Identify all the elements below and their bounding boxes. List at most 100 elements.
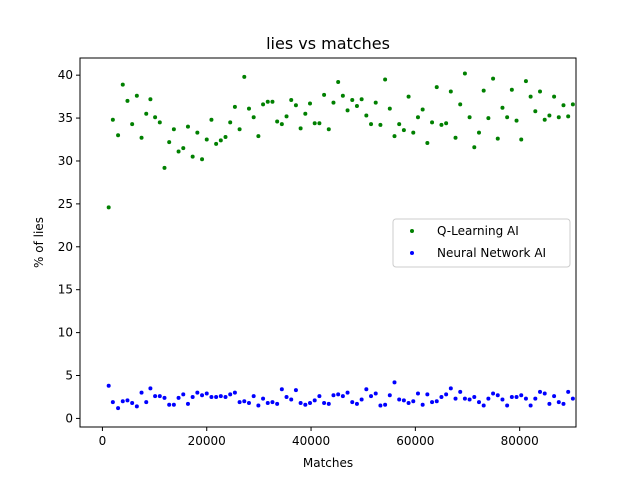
legend-label-q-learning: Q-Learning AI [437,224,519,238]
data-point [387,106,392,111]
data-point [467,397,472,402]
data-point [566,389,571,394]
data-point [110,117,115,122]
data-point [162,395,167,400]
y-tick-label: 15 [58,283,73,297]
y-tick-label: 30 [58,154,73,168]
data-point [486,116,491,121]
data-point [401,398,406,403]
data-point [552,94,557,99]
data-point [153,394,158,399]
data-point [453,396,458,401]
data-point [401,128,406,133]
data-point [195,130,200,135]
data-point [275,401,280,406]
data-point [204,391,209,396]
data-point [261,102,266,107]
data-point [514,118,519,123]
data-point [406,400,411,405]
data-point [514,394,519,399]
data-point [444,121,449,126]
data-point [130,400,135,405]
data-point [120,82,125,87]
data-point [190,394,195,399]
data-point [157,394,162,399]
data-point [354,401,359,406]
data-point [378,403,383,408]
data-point [439,394,444,399]
y-tick-label: 40 [58,68,73,82]
data-point [176,149,181,154]
x-axis-ticks: 0 20000 40000 60000 80000 [99,427,539,448]
data-point [505,115,510,120]
data-point [176,395,181,400]
data-point [387,393,392,398]
data-point [486,396,491,401]
y-axis-label: % of lies [32,217,46,268]
data-point [533,396,538,401]
data-point [570,396,575,401]
data-point [448,386,453,391]
data-point [336,80,341,85]
data-point [430,400,435,405]
data-point [171,402,176,407]
data-point [350,400,355,405]
data-point [261,396,266,401]
data-point [148,97,153,102]
data-point [495,136,500,141]
data-point [500,397,505,402]
data-point [340,93,345,98]
data-point [392,380,397,385]
data-point [130,122,135,127]
data-point [190,154,195,159]
data-point [364,113,369,118]
data-point [481,403,486,408]
data-point [214,141,219,146]
data-point [125,98,130,103]
data-point [139,135,144,140]
data-point [167,140,172,145]
data-point [148,386,153,391]
data-point [270,99,275,104]
x-axis-label: Matches [303,456,353,470]
y-tick-label: 0 [65,411,73,425]
data-point [415,115,420,120]
data-point [509,87,514,92]
data-point [331,393,336,398]
legend: Q-Learning AI Neural Network AI [392,218,571,268]
data-point [383,77,388,82]
data-point [420,107,425,112]
data-point [415,391,420,396]
data-point [458,389,463,394]
data-point [397,397,402,402]
data-point [218,394,223,399]
data-point [110,400,115,405]
y-axis-ticks: 0 5 10 15 20 25 30 35 40 [58,68,80,425]
data-point [326,401,331,406]
data-point [279,122,284,127]
data-point [430,120,435,125]
data-point [519,393,524,398]
data-point [336,392,341,397]
data-point [232,390,237,395]
data-point [547,401,552,406]
data-point [232,104,237,109]
data-point [439,122,444,127]
data-point [561,401,566,406]
data-point [293,388,298,393]
data-point [462,71,467,76]
data-point [275,119,280,124]
data-point [406,94,411,99]
data-point [383,402,388,407]
data-point [434,399,439,404]
data-point [528,403,533,408]
data-point [467,115,472,120]
data-point [411,130,416,135]
data-point [561,103,566,108]
data-point [547,113,552,118]
data-point [204,137,209,142]
data-point [369,394,374,399]
data-point [570,102,575,107]
data-point [542,391,547,396]
data-point [209,394,214,399]
